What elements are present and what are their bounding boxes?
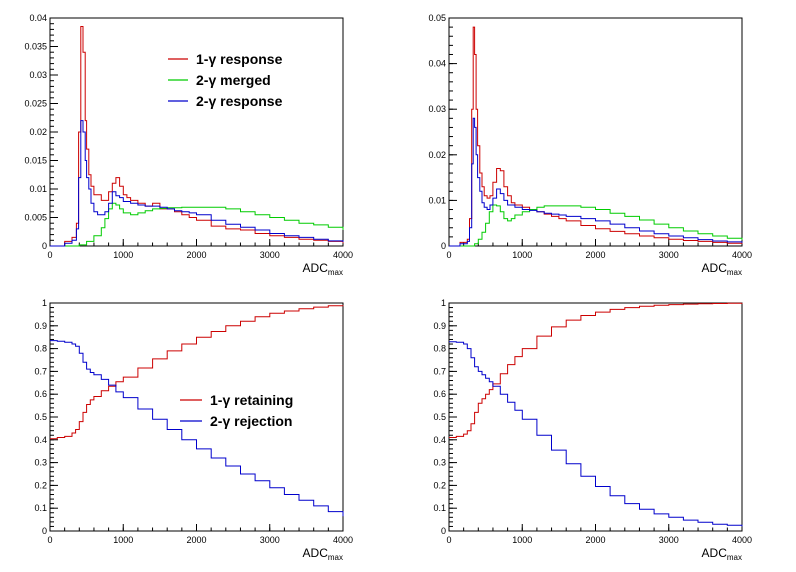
x-tick-label: 1000 bbox=[113, 535, 133, 545]
chart-panel-2: 0 1000 2000 3000 4000 0 0.01 0.02 0.03 0.04 0.05 AD… bbox=[428, 13, 752, 277]
x-tick-label: 4000 bbox=[732, 535, 752, 545]
y-tick-label: 0.3 bbox=[433, 458, 446, 468]
y-tick-label: 0.8 bbox=[34, 344, 47, 354]
x-axis-label: ADCmax bbox=[702, 546, 742, 562]
y-tick-label: 1 bbox=[441, 298, 446, 308]
x-tick-label: 2000 bbox=[186, 535, 206, 545]
x-tick-label: 2000 bbox=[186, 250, 206, 260]
y-tick-label: 0.015 bbox=[24, 156, 47, 166]
y-tick-label: 0.4 bbox=[34, 435, 47, 445]
y-tick-label: 0 bbox=[441, 241, 446, 251]
x-tick-label: 1000 bbox=[512, 250, 532, 260]
y-tick-label: 0.2 bbox=[433, 480, 446, 490]
y-tick-label: 0 bbox=[42, 241, 47, 251]
y-tick-label: 0.02 bbox=[29, 127, 47, 137]
x-tick-label: 4000 bbox=[333, 250, 353, 260]
x-axis-label: ADCmax bbox=[303, 261, 343, 277]
y-tick-label: 0.005 bbox=[24, 213, 47, 223]
chart-panel-4: 0 1000 2000 3000 4000 0 0.1 0.2 0.3 0.4 0.5 0.6 0.7 0… bbox=[433, 298, 752, 562]
chart-panel-3: 0 1000 2000 3000 4000 0 0.1 0.2 0.3 0.4 0.5 0.6 0.7 0… bbox=[34, 298, 353, 562]
y-tick-label: 0 bbox=[441, 526, 446, 536]
series-line-3 bbox=[449, 117, 743, 247]
x-tick-label: 0 bbox=[47, 250, 52, 260]
legend-label: 2-γ response bbox=[196, 93, 283, 109]
x-tick-label: 3000 bbox=[260, 250, 280, 260]
series-line-1 bbox=[50, 305, 344, 440]
y-tick-label: 0.8 bbox=[433, 344, 446, 354]
series-line-3 bbox=[50, 120, 344, 247]
legend: 1-γ retaining 2-γ rejection bbox=[180, 392, 293, 429]
series-line-1 bbox=[50, 26, 344, 247]
y-tick-label: 0.05 bbox=[428, 13, 446, 23]
chart-panel-1: 0 1000 2000 3000 4000 0 0.005 0.01 0.015 0.02 0.02… bbox=[24, 13, 353, 277]
y-tick-label: 0.5 bbox=[34, 412, 47, 422]
y-tick-label: 1 bbox=[42, 298, 47, 308]
y-tick-label: 0.5 bbox=[433, 412, 446, 422]
legend-label: 1-γ retaining bbox=[210, 392, 293, 408]
legend: 1-γ response 2-γ merged 2-γ response bbox=[168, 51, 283, 109]
y-tick-label: 0.1 bbox=[34, 503, 47, 513]
series-line-2 bbox=[50, 340, 344, 517]
x-tick-label: 3000 bbox=[659, 535, 679, 545]
series-line-2 bbox=[50, 202, 344, 247]
y-tick-label: 0.035 bbox=[24, 42, 47, 52]
x-tick-label: 0 bbox=[446, 535, 451, 545]
x-axis-label: ADCmax bbox=[702, 261, 742, 277]
y-tick-label: 0.03 bbox=[29, 70, 47, 80]
y-tick-label: 0.04 bbox=[29, 13, 47, 23]
y-tick-label: 0.3 bbox=[34, 458, 47, 468]
y-tick-label: 0.01 bbox=[29, 184, 47, 194]
y-tick-label: 0.9 bbox=[433, 321, 446, 331]
legend-label: 1-γ response bbox=[196, 51, 283, 67]
x-tick-label: 0 bbox=[47, 535, 52, 545]
x-axis-label: ADCmax bbox=[303, 546, 343, 562]
y-tick-label: 0.02 bbox=[428, 150, 446, 160]
legend-label: 2-γ rejection bbox=[210, 413, 292, 429]
y-tick-label: 0.2 bbox=[34, 480, 47, 490]
y-tick-label: 0.7 bbox=[433, 366, 446, 376]
y-tick-label: 0.6 bbox=[433, 389, 446, 399]
plot-frame bbox=[448, 302, 743, 532]
y-tick-label: 0.4 bbox=[433, 435, 446, 445]
x-tick-label: 4000 bbox=[732, 250, 752, 260]
y-tick-label: 0 bbox=[42, 526, 47, 536]
x-tick-label: 2000 bbox=[585, 535, 605, 545]
x-tick-label: 3000 bbox=[659, 250, 679, 260]
series-line-1 bbox=[449, 26, 743, 247]
y-tick-label: 0.03 bbox=[428, 104, 446, 114]
y-tick-label: 0.6 bbox=[34, 389, 47, 399]
x-tick-label: 1000 bbox=[512, 535, 532, 545]
x-tick-label: 3000 bbox=[260, 535, 280, 545]
series-line-2 bbox=[449, 204, 743, 247]
x-tick-label: 4000 bbox=[333, 535, 353, 545]
y-tick-label: 0.1 bbox=[433, 503, 446, 513]
y-tick-label: 0.01 bbox=[428, 195, 446, 205]
x-tick-label: 2000 bbox=[585, 250, 605, 260]
y-tick-label: 0.9 bbox=[34, 321, 47, 331]
x-tick-label: 0 bbox=[446, 250, 451, 260]
series-line-2 bbox=[449, 341, 743, 527]
x-tick-label: 1000 bbox=[113, 250, 133, 260]
y-tick-label: 0.7 bbox=[34, 366, 47, 376]
legend-label: 2-γ merged bbox=[196, 72, 271, 88]
series-line-1 bbox=[449, 302, 743, 438]
y-tick-label: 0.025 bbox=[24, 99, 47, 109]
y-tick-label: 0.04 bbox=[428, 59, 446, 69]
